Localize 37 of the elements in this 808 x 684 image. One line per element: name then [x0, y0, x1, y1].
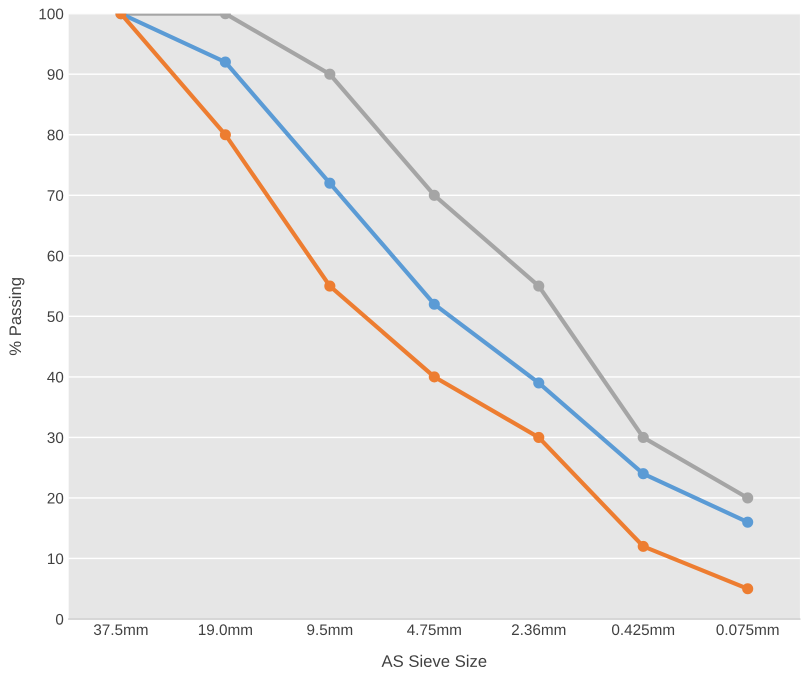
- point: [533, 377, 544, 388]
- point: [428, 298, 440, 310]
- point: [428, 190, 440, 201]
- y-tick-label: 20: [48, 492, 64, 504]
- x-tick-label: 19.0mm: [198, 624, 252, 636]
- x-tick-label: 2.36mm: [512, 624, 566, 636]
- y-tick-label: 40: [47, 372, 64, 383]
- y-tick-label: 70: [48, 190, 64, 201]
- point: [742, 516, 754, 528]
- y-tick-label: 0: [56, 614, 64, 625]
- point: [220, 56, 231, 68]
- x-tick-label: 9.5mm: [307, 624, 352, 636]
- y-tick-label: 90: [48, 69, 64, 80]
- y-tick-label: 30: [47, 432, 64, 444]
- x-tick-label: 0.425mm: [612, 624, 674, 636]
- point: [428, 371, 440, 382]
- point: [638, 468, 649, 480]
- x-tick-label: 4.75mm: [407, 624, 461, 636]
- point: [324, 178, 336, 189]
- point: [324, 280, 336, 292]
- point: [220, 129, 231, 140]
- point: [533, 432, 544, 443]
- point: [638, 540, 649, 552]
- point: [742, 492, 754, 504]
- point: [638, 432, 649, 443]
- x-tick-label: 37.5mm: [94, 624, 148, 636]
- y-tick-label: 10: [48, 553, 64, 564]
- x-tick-label: 0.075mm: [716, 624, 779, 636]
- y-tick-label: 100: [39, 8, 64, 20]
- y-tick-label: 60: [48, 250, 64, 262]
- x-axis-title: AS Sieve Size: [382, 654, 486, 668]
- y-tick-label: 80: [47, 130, 64, 140]
- point: [742, 583, 754, 594]
- point: [324, 68, 336, 80]
- y-axis-title: % Passing: [8, 278, 24, 356]
- y-tick-label: 50: [47, 311, 64, 322]
- point: [533, 280, 544, 292]
